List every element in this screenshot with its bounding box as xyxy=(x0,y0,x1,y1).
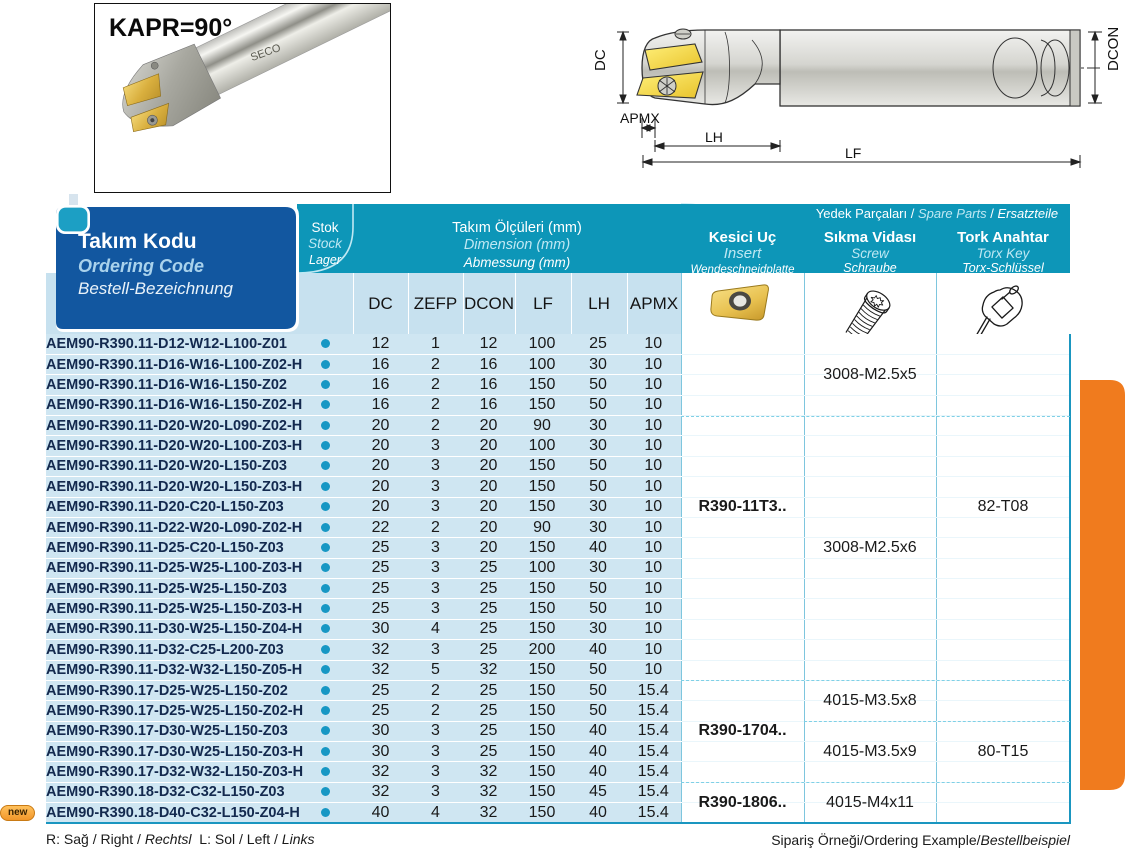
svg-text:DC: DC xyxy=(592,49,609,71)
svg-text:LF: LF xyxy=(845,145,861,161)
svg-text:DCON: DCON xyxy=(1105,27,1122,71)
svg-text:LH: LH xyxy=(705,129,723,145)
svg-text:APMX: APMX xyxy=(620,110,660,126)
